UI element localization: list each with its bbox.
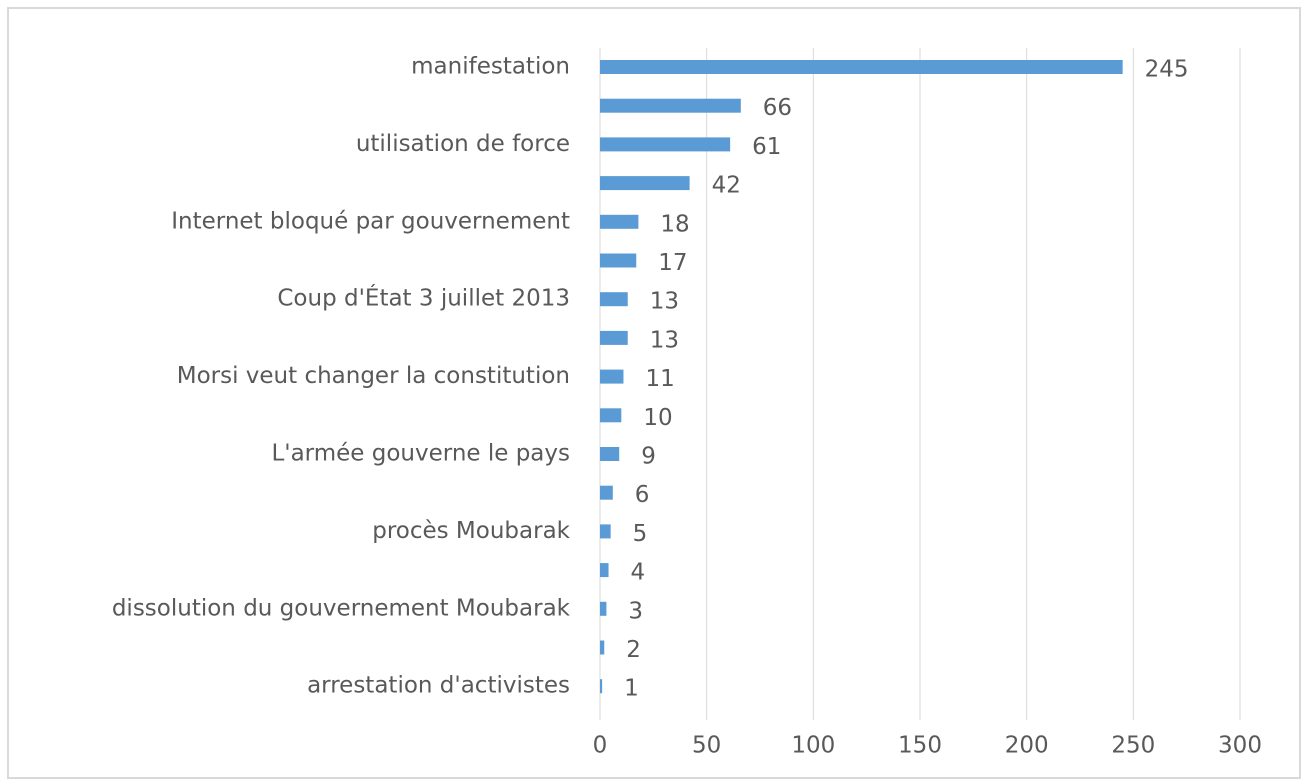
bar bbox=[600, 214, 639, 229]
data-label: 61 bbox=[752, 134, 781, 160]
bar bbox=[600, 679, 603, 694]
data-label: 6 bbox=[635, 482, 650, 508]
y-tick-label: Internet bloqué par gouvernement bbox=[171, 208, 570, 234]
bar bbox=[600, 447, 620, 461]
bar bbox=[600, 292, 628, 307]
bar bbox=[600, 563, 609, 578]
x-tick-label: 150 bbox=[898, 733, 942, 759]
chart-frame bbox=[7, 7, 1301, 779]
x-tick-label: 50 bbox=[692, 733, 721, 759]
bar bbox=[600, 524, 611, 539]
bar bbox=[600, 369, 624, 384]
bar bbox=[600, 176, 690, 191]
data-label: 2 bbox=[626, 637, 641, 663]
data-label: 245 bbox=[1145, 57, 1189, 83]
bar bbox=[600, 601, 607, 616]
y-tick-label: dissolution du gouvernement Moubarak bbox=[112, 595, 571, 621]
data-label: 17 bbox=[658, 250, 687, 276]
y-tick-label: manifestation bbox=[411, 54, 570, 80]
y-tick-label: Morsi veut changer la constitution bbox=[177, 363, 570, 389]
x-tick-label: 300 bbox=[1218, 733, 1262, 759]
y-tick-label: Coup d'État 3 juillet 2013 bbox=[277, 284, 570, 312]
data-label: 42 bbox=[712, 173, 741, 199]
data-label: 3 bbox=[628, 598, 643, 624]
y-tick-label: arrestation d'activistes bbox=[307, 673, 570, 699]
data-label: 5 bbox=[633, 521, 648, 547]
y-tick-label: L'armée gouverne le pays bbox=[271, 441, 570, 467]
data-label: 13 bbox=[650, 327, 679, 353]
bar bbox=[600, 98, 741, 113]
bar bbox=[600, 640, 605, 655]
data-label: 18 bbox=[660, 211, 689, 237]
data-label: 1 bbox=[624, 676, 639, 702]
bar bbox=[600, 485, 613, 500]
y-tick-label: utilisation de force bbox=[356, 131, 570, 157]
bar bbox=[600, 60, 1123, 74]
x-tick-label: 0 bbox=[593, 733, 608, 759]
data-label: 13 bbox=[650, 289, 679, 315]
bar bbox=[600, 253, 637, 268]
data-label: 10 bbox=[643, 405, 672, 431]
x-tick-label: 200 bbox=[1005, 733, 1049, 759]
bar bbox=[600, 330, 628, 345]
data-label: 4 bbox=[631, 560, 646, 586]
y-tick-label: procès Moubarak bbox=[372, 518, 570, 544]
data-label: 9 bbox=[641, 444, 656, 470]
data-label: 11 bbox=[645, 366, 674, 392]
bar bbox=[600, 408, 622, 423]
data-label: 66 bbox=[763, 95, 792, 121]
x-tick-label: 100 bbox=[791, 733, 835, 759]
x-tick-label: 250 bbox=[1111, 733, 1155, 759]
bar bbox=[600, 137, 731, 152]
